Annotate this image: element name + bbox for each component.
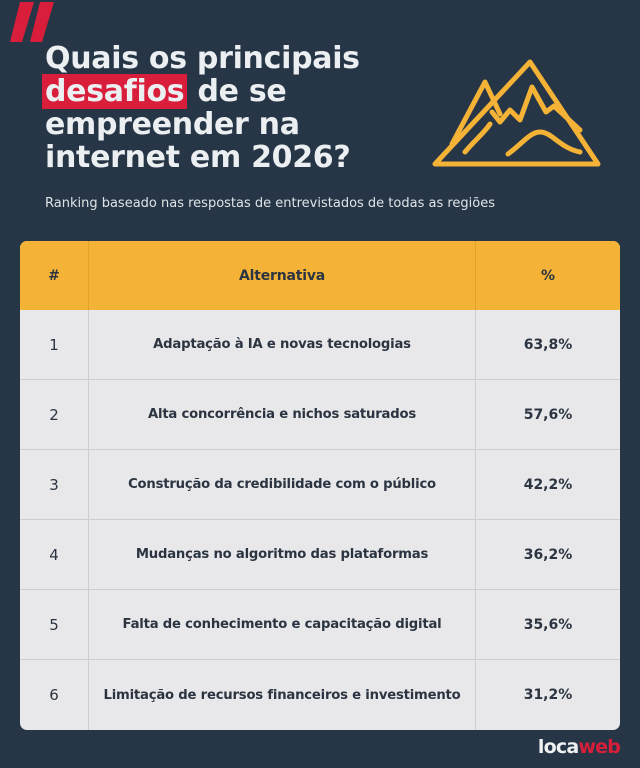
locaweb-logo: locaweb [537, 736, 621, 758]
subtitle: Ranking baseado nas respostas de entrevi… [45, 196, 495, 211]
table-row: 2 Alta concorrência e nichos saturados 5… [20, 380, 620, 450]
rank-cell: 1 [20, 310, 89, 379]
ranking-table: # Alternativa % 1 Adaptação à IA e novas… [20, 241, 620, 730]
rank-cell: 6 [20, 660, 89, 730]
table-row: 4 Mudanças no algoritmo das plataformas … [20, 520, 620, 590]
rank-cell: 2 [20, 380, 89, 449]
alternative-cell: Falta de conhecimento e capacitação digi… [89, 590, 476, 659]
column-header-rank: # [20, 241, 89, 310]
title-line-2: desafios de se [42, 74, 360, 109]
column-header-alternative: Alternativa [89, 241, 476, 310]
table-header-row: # Alternativa % [20, 241, 620, 310]
table-row: 3 Construção da credibilidade com o públ… [20, 450, 620, 520]
title-line-3: empreender na [45, 107, 300, 142]
page-title: Quais os principais desafios de se empre… [42, 41, 360, 175]
percent-cell: 35,6% [523, 616, 573, 633]
mountain-icon [432, 59, 601, 167]
percent-cell: 42,2% [523, 476, 573, 493]
percent-cell: 36,2% [523, 546, 573, 563]
logo-part-web: web [578, 736, 620, 758]
alternative-cell: Adaptação à IA e novas tecnologias [89, 310, 476, 379]
alternative-cell: Limitação de recursos financeiros e inve… [89, 660, 476, 730]
alternative-cell: Alta concorrência e nichos saturados [89, 380, 476, 449]
alternative-cell: Construção da credibilidade com o públic… [89, 450, 476, 519]
rank-cell: 3 [20, 450, 89, 519]
rank-cell: 5 [20, 590, 89, 659]
percent-cell: 63,8% [523, 336, 573, 353]
logo-part-loca: loca [537, 736, 579, 758]
column-header-percent: % [540, 267, 556, 284]
title-line-2-rest: de se [197, 74, 287, 109]
title-line-4: internet em 2026? [45, 140, 351, 175]
percent-cell: 57,6% [523, 406, 573, 423]
table-row: 5 Falta de conhecimento e capacitação di… [20, 590, 620, 660]
percent-cell: 31,2% [523, 687, 573, 703]
title-line-1: Quais os principais [45, 41, 360, 76]
title-highlight: desafios [42, 74, 188, 109]
alternative-cell: Mudanças no algoritmo das plataformas [89, 520, 476, 589]
quote-mark-icon [10, 2, 54, 42]
table-row: 1 Adaptação à IA e novas tecnologias 63,… [20, 310, 620, 380]
table-row: 6 Limitação de recursos financeiros e in… [20, 660, 620, 730]
rank-cell: 4 [20, 520, 89, 589]
